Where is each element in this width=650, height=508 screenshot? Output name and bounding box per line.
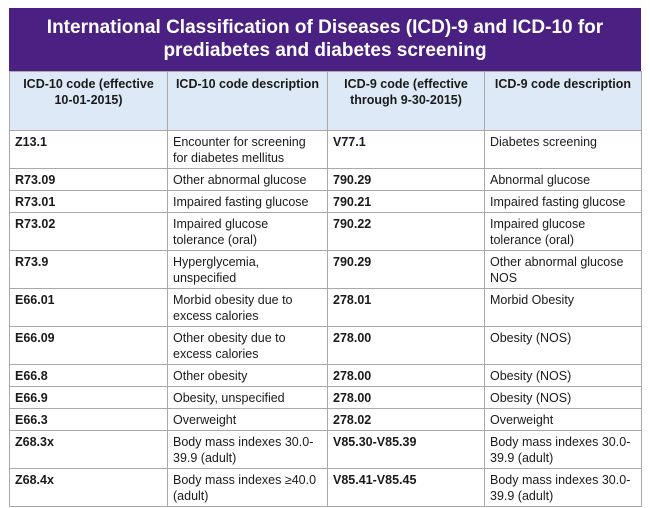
table-row: E66.9 Obesity, unspecified 278.00 Obesity (… bbox=[9, 386, 642, 409]
icd10-code-cell: E66.3 bbox=[9, 408, 168, 431]
table-row: R73.01 Impaired fasting glucose 790.21 Impa… bbox=[9, 190, 642, 213]
icd9-description-cell: Body mass indexes 30.0-39.9 (adult) bbox=[484, 468, 642, 507]
icd10-description-cell: Body mass indexes ≥40.0 (adult) bbox=[167, 468, 328, 507]
table-row: Z68.4x Body mass indexes ≥40.0 (adult) V85… bbox=[9, 468, 642, 507]
icd9-code-cell: 278.00 bbox=[327, 364, 485, 387]
icd9-code-cell: V77.1 bbox=[327, 130, 485, 169]
icd10-code-cell: R73.01 bbox=[9, 190, 168, 213]
icd9-description-cell: Morbid Obesity bbox=[484, 288, 642, 327]
icd9-code-cell: 278.02 bbox=[327, 408, 485, 431]
icd9-description-cell: Abnormal glucose bbox=[484, 168, 642, 191]
icd10-description-cell: Overweight bbox=[167, 408, 328, 431]
icd9-code-cell: V85.41-V85.45 bbox=[327, 468, 485, 507]
icd-table: ICD-10 code (effective 10-01-2015) ICD-1… bbox=[9, 71, 642, 507]
header-icd9-description: ICD-9 code description bbox=[484, 71, 642, 131]
header-icd10-code: ICD-10 code (effective 10-01-2015) bbox=[9, 71, 168, 131]
table-row: R73.09 Other abnormal glucose 790.29 Abnorm… bbox=[9, 168, 642, 191]
icd10-description-cell: Impaired glucose tolerance (oral) bbox=[167, 212, 328, 251]
icd10-code-cell: E66.8 bbox=[9, 364, 168, 387]
icd10-description-cell: Morbid obesity due to excess calories bbox=[167, 288, 328, 327]
icd9-code-cell: 278.00 bbox=[327, 386, 485, 409]
icd10-description-cell: Obesity, unspecified bbox=[167, 386, 328, 409]
table-row: Z68.3x Body mass indexes 30.0-39.9 (adult… bbox=[9, 430, 642, 469]
icd10-code-cell: R73.02 bbox=[9, 212, 168, 251]
table-row: E66.3 Overweight 278.02 Overweight bbox=[9, 408, 642, 431]
table-row: E66.8 Other obesity 278.00 Obesity (NOS) bbox=[9, 364, 642, 387]
icd10-code-cell: E66.09 bbox=[9, 326, 168, 365]
icd9-code-cell: V85.30-V85.39 bbox=[327, 430, 485, 469]
icd10-code-cell: Z13.1 bbox=[9, 130, 168, 169]
icd10-description-cell: Body mass indexes 30.0-39.9 (adult) bbox=[167, 430, 328, 469]
icd9-code-cell: 790.22 bbox=[327, 212, 485, 251]
header-icd10-description: ICD-10 code description bbox=[167, 71, 328, 131]
table-row: E66.09 Other obesity due to excess calori… bbox=[9, 326, 642, 365]
icd9-code-cell: 790.29 bbox=[327, 168, 485, 191]
table-row: R73.02 Impaired glucose tolerance (oral) 7… bbox=[9, 212, 642, 251]
icd10-code-cell: R73.09 bbox=[9, 168, 168, 191]
header-row: ICD-10 code (effective 10-01-2015) ICD-1… bbox=[9, 71, 642, 131]
icd9-description-cell: Obesity (NOS) bbox=[484, 326, 642, 365]
icd-table-card: International Classification of Diseases… bbox=[9, 8, 642, 507]
icd9-code-cell: 278.01 bbox=[327, 288, 485, 327]
table-row: R73.9 Hyperglycemia, unspecified 790.29 Oth… bbox=[9, 250, 642, 289]
icd9-code-cell: 278.00 bbox=[327, 326, 485, 365]
icd9-description-cell: Other abnormal glucose NOS bbox=[484, 250, 642, 289]
icd10-code-cell: E66.9 bbox=[9, 386, 168, 409]
icd9-description-cell: Obesity (NOS) bbox=[484, 386, 642, 409]
icd9-description-cell: Overweight bbox=[484, 408, 642, 431]
icd10-description-cell: Other abnormal glucose bbox=[167, 168, 328, 191]
icd9-code-cell: 790.21 bbox=[327, 190, 485, 213]
icd10-description-cell: Other obesity due to excess calories bbox=[167, 326, 328, 365]
table-title: International Classification of Diseases… bbox=[9, 8, 641, 71]
table-row: E66.01 Morbid obesity due to excess calor… bbox=[9, 288, 642, 327]
icd9-description-cell: Obesity (NOS) bbox=[484, 364, 642, 387]
icd10-code-cell: E66.01 bbox=[9, 288, 168, 327]
icd9-description-cell: Body mass indexes 30.0-39.9 (adult) bbox=[484, 430, 642, 469]
table-body: Z13.1 Encounter for screening for diabete… bbox=[9, 130, 642, 507]
icd9-description-cell: Impaired glucose tolerance (oral) bbox=[484, 212, 642, 251]
icd10-code-cell: Z68.4x bbox=[9, 468, 168, 507]
icd9-code-cell: 790.29 bbox=[327, 250, 485, 289]
icd10-code-cell: R73.9 bbox=[9, 250, 168, 289]
icd10-code-cell: Z68.3x bbox=[9, 430, 168, 469]
icd9-description-cell: Impaired fasting glucose bbox=[484, 190, 642, 213]
icd9-description-cell: Diabetes screening bbox=[484, 130, 642, 169]
table-row: Z13.1 Encounter for screening for diabete… bbox=[9, 130, 642, 169]
icd10-description-cell: Encounter for screening for diabetes mel… bbox=[167, 130, 328, 169]
icd10-description-cell: Impaired fasting glucose bbox=[167, 190, 328, 213]
icd10-description-cell: Other obesity bbox=[167, 364, 328, 387]
icd10-description-cell: Hyperglycemia, unspecified bbox=[167, 250, 328, 289]
header-icd9-code: ICD-9 code (effective through 9-30-2015) bbox=[327, 71, 485, 131]
